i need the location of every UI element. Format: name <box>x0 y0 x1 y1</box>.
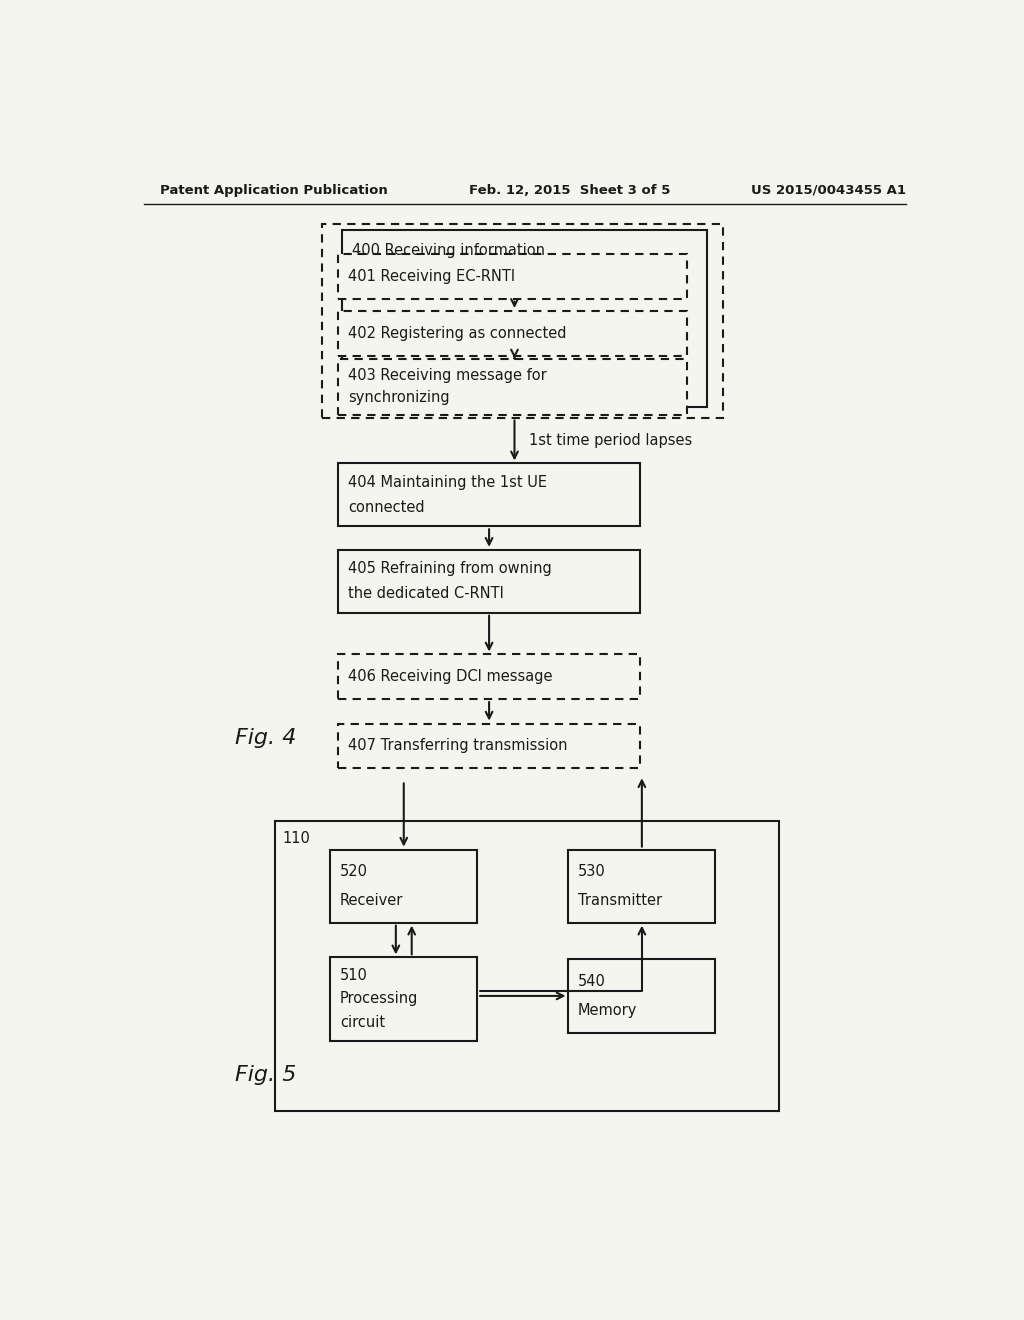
Text: 407 Transferring transmission: 407 Transferring transmission <box>348 738 567 754</box>
Text: 1st time period lapses: 1st time period lapses <box>528 433 692 447</box>
Text: 401 Receiving EC-RNTI: 401 Receiving EC-RNTI <box>348 269 515 284</box>
Bar <box>338 655 640 700</box>
Text: 400 Receiving information: 400 Receiving information <box>352 243 545 257</box>
Bar <box>338 549 640 612</box>
Text: US 2015/0043455 A1: US 2015/0043455 A1 <box>751 183 905 197</box>
Bar <box>331 850 477 923</box>
Text: 110: 110 <box>283 832 310 846</box>
Bar <box>338 310 687 355</box>
Text: synchronizing: synchronizing <box>348 391 450 405</box>
Text: 510: 510 <box>340 968 368 982</box>
Text: Patent Application Publication: Patent Application Publication <box>160 183 387 197</box>
Text: the dedicated C-RNTI: the dedicated C-RNTI <box>348 586 504 602</box>
Text: 530: 530 <box>578 865 606 879</box>
Text: Memory: Memory <box>578 1003 637 1018</box>
Bar <box>338 359 687 414</box>
Text: 406 Receiving DCI message: 406 Receiving DCI message <box>348 669 552 684</box>
Text: Fig. 4: Fig. 4 <box>236 727 297 747</box>
Bar <box>342 230 708 408</box>
Text: Feb. 12, 2015  Sheet 3 of 5: Feb. 12, 2015 Sheet 3 of 5 <box>469 183 671 197</box>
Bar <box>338 723 640 768</box>
Bar <box>331 957 477 1040</box>
Text: circuit: circuit <box>340 1015 385 1031</box>
Text: connected: connected <box>348 500 425 515</box>
Text: 402 Registering as connected: 402 Registering as connected <box>348 326 566 341</box>
Text: 540: 540 <box>578 974 606 989</box>
Text: 403 Receiving message for: 403 Receiving message for <box>348 368 547 383</box>
Text: 404 Maintaining the 1st UE: 404 Maintaining the 1st UE <box>348 475 547 490</box>
Bar <box>338 463 640 527</box>
Bar <box>568 850 715 923</box>
Text: Receiver: Receiver <box>340 894 403 908</box>
Bar <box>568 960 715 1032</box>
Text: 405 Refraining from owning: 405 Refraining from owning <box>348 561 552 576</box>
Text: Processing: Processing <box>340 991 418 1006</box>
Bar <box>274 821 779 1110</box>
Text: Fig. 5: Fig. 5 <box>236 1065 297 1085</box>
Bar <box>323 224 723 417</box>
Text: Transmitter: Transmitter <box>578 894 663 908</box>
Bar <box>338 253 687 298</box>
Text: 520: 520 <box>340 865 368 879</box>
